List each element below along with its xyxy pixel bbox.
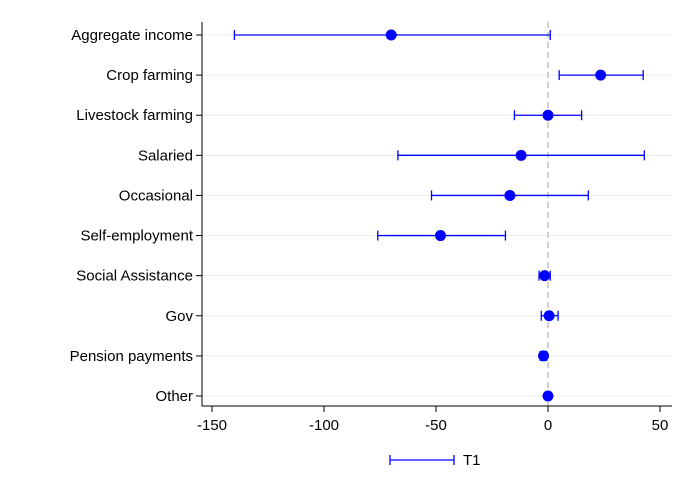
point-estimate: [515, 149, 527, 161]
x-tick-label: -50: [425, 417, 447, 434]
point-estimate: [542, 390, 554, 402]
x-tick-label: 0: [544, 417, 552, 434]
category-label: Pension payments: [70, 348, 193, 365]
gridlines: [202, 34, 672, 397]
category-label: Self-employment: [80, 228, 193, 245]
category-label: Social Assistance: [76, 268, 193, 285]
legend-label: T1: [463, 452, 481, 469]
x-tick-label: -150: [197, 417, 227, 434]
point-estimates: [385, 29, 607, 402]
category-label: Crop farming: [106, 67, 193, 84]
category-label: Gov: [165, 308, 193, 325]
point-estimate: [385, 29, 397, 41]
point-estimate: [542, 109, 554, 121]
category-label: Aggregate income: [71, 27, 193, 44]
category-label: Salaried: [138, 147, 193, 164]
x-axis-ticks: -150 -100 -50 0 50: [197, 406, 668, 434]
category-label: Occasional: [119, 187, 193, 204]
legend: T1: [389, 452, 481, 469]
y-axis-ticks: Aggregate income Crop farming Livestock fa…: [70, 27, 202, 405]
x-tick-label: 50: [652, 417, 669, 434]
confidence-intervals: [233, 30, 645, 401]
point-estimate: [595, 69, 607, 81]
point-estimate: [504, 189, 516, 201]
category-label: Livestock farming: [76, 107, 193, 124]
point-estimate: [538, 350, 550, 362]
point-estimate: [539, 270, 551, 282]
point-estimate: [434, 230, 446, 242]
x-tick-label: -100: [309, 417, 339, 434]
point-estimate: [543, 310, 555, 322]
category-label: Other: [155, 388, 193, 405]
